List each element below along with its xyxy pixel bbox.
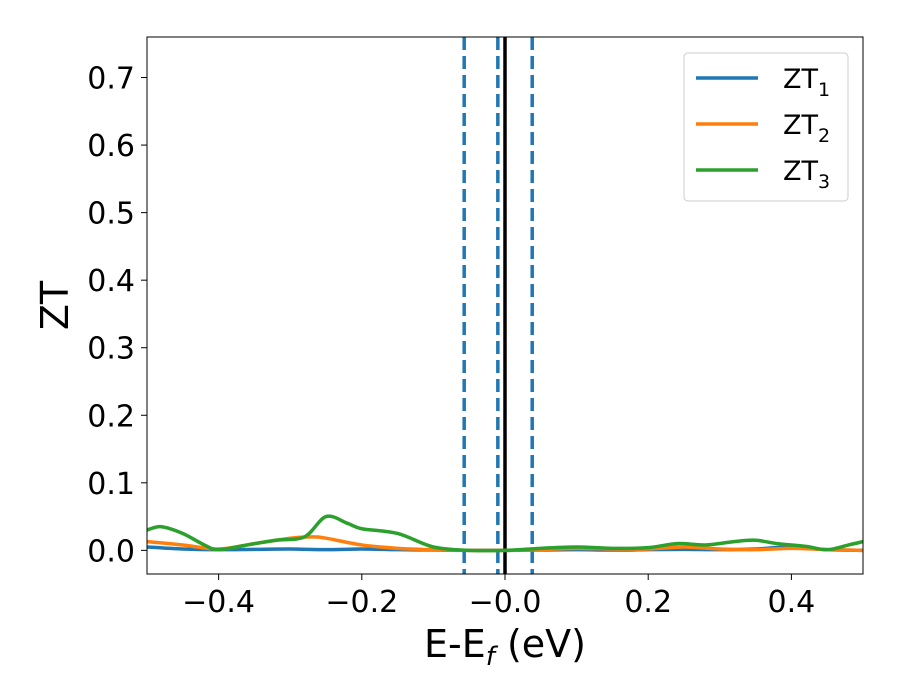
y-tick-label: 0.3 — [87, 332, 135, 367]
y-axis-ticks: 0.0 0.1 0.2 0.3 0.4 0.5 0.6 0.7 — [87, 62, 147, 569]
y-tick-label: 0.6 — [87, 129, 135, 164]
x-tick-label: −0.0 — [469, 585, 542, 620]
legend-label-zt3: ZT3 — [783, 156, 830, 193]
y-axis-label: ZT — [33, 280, 77, 330]
x-axis-label: E-Ef (eV) — [424, 622, 586, 672]
x-tick-label: −0.2 — [325, 585, 398, 620]
reference-lines — [462, 37, 534, 574]
legend: ZT1 ZT2 ZT3 — [683, 52, 849, 202]
y-tick-label: 0.0 — [87, 534, 135, 569]
y-tick-label: 0.5 — [87, 197, 135, 232]
x-axis-ticks: −0.4 −0.2 −0.0 0.2 0.4 — [182, 574, 815, 620]
legend-box — [683, 52, 849, 202]
legend-label-zt1: ZT1 — [783, 64, 830, 101]
y-tick-label: 0.1 — [87, 467, 135, 502]
legend-label-zt2: ZT2 — [783, 110, 830, 147]
series-lines — [147, 514, 863, 553]
y-tick-label: 0.4 — [87, 264, 135, 299]
x-tick-label: 0.4 — [768, 585, 816, 620]
y-tick-label: 0.2 — [87, 399, 135, 434]
y-tick-label: 0.7 — [87, 62, 135, 97]
series-line-zt3 — [147, 514, 863, 553]
x-tick-label: 0.2 — [624, 585, 672, 620]
x-tick-label: −0.4 — [182, 585, 255, 620]
